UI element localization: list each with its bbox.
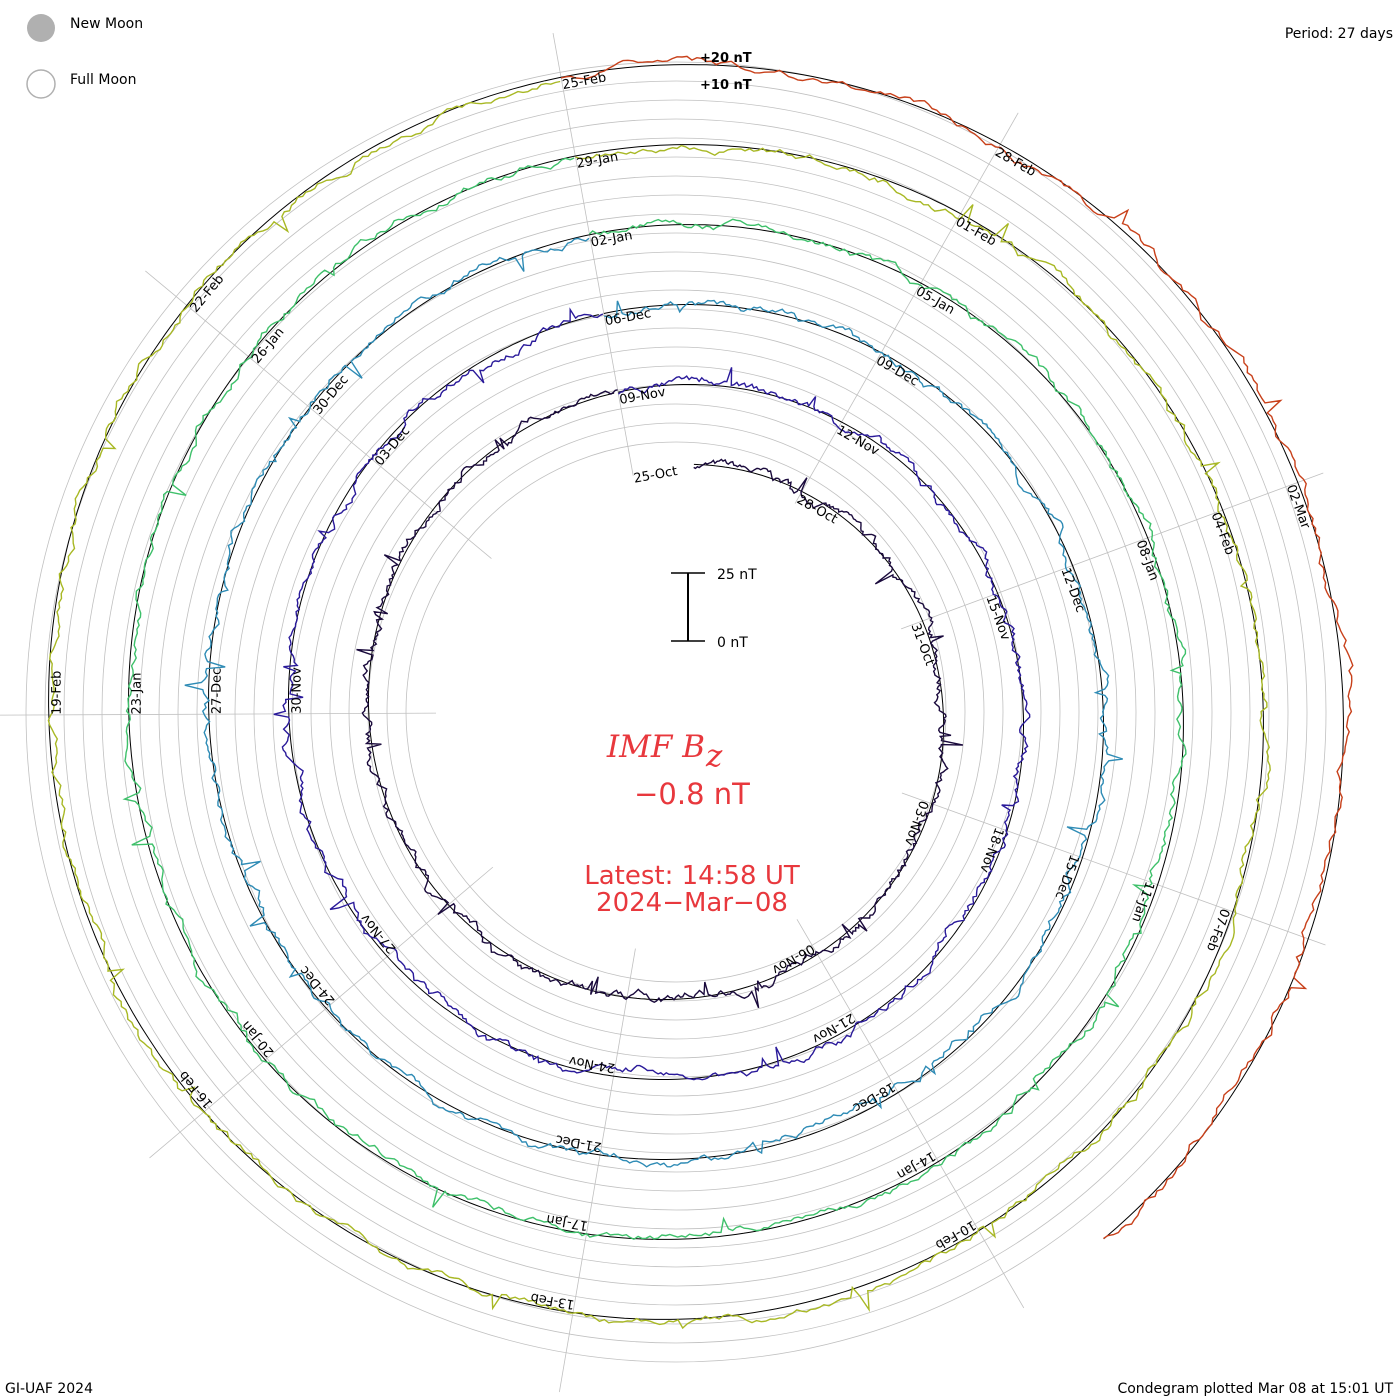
date-label: 19-Feb (50, 671, 65, 715)
grid-circle (291, 327, 1061, 1097)
grid-circle (310, 346, 1042, 1078)
date-label: 18-Nov (976, 825, 1006, 874)
grid-circle (253, 289, 1099, 1135)
date-label: 21-Dec (555, 1131, 603, 1154)
grid-circle (367, 403, 985, 1021)
baseline-rev4 (128, 155, 1184, 1240)
data-traces (47, 55, 1354, 1330)
date-label: 06-Dec (604, 306, 652, 329)
date-label: 03-Nov (901, 798, 931, 847)
date-label: 30-Nov (290, 667, 305, 714)
baseline-rev5 (48, 76, 1264, 1320)
date-label: 25-Feb (561, 70, 607, 93)
new-moon-legend-label: New Moon (70, 16, 143, 32)
date-label: 18-Dec (850, 1079, 898, 1115)
scale-bottom-label: 0 nT (717, 635, 748, 651)
grid-circles (25, 61, 1327, 1363)
date-label: 29-Jan (575, 150, 619, 172)
date-label: 09-Dec (873, 353, 921, 389)
grid-circle (272, 308, 1080, 1116)
date-label: 05-Jan (913, 284, 957, 318)
date-label: 26-Jan (249, 325, 287, 367)
date-label: 14-Jan (894, 1148, 938, 1182)
current-value: −0.8 nT (634, 777, 750, 811)
grid-circle (44, 80, 1308, 1344)
ring-label-20: +20 nT (700, 51, 752, 66)
full-moon-legend-label: Full Moon (70, 72, 136, 88)
quantity-title: IMF B (606, 729, 705, 765)
date-label: 01-Feb (953, 215, 999, 250)
grid-spoke (552, 32, 634, 476)
baseline-rev3 (208, 234, 1104, 1160)
grid-spokes (0, 32, 1326, 1393)
date-label: 17-Jan (545, 1211, 589, 1233)
trace-rev6 (560, 55, 1354, 1240)
date-label: 28-Feb (992, 145, 1038, 180)
grid-circle (215, 251, 1137, 1173)
scale-top-label: 25 nT (717, 567, 757, 583)
date-label: 04-Feb (1208, 510, 1237, 557)
date-label: 03-Dec (372, 424, 413, 469)
grid-circle (234, 270, 1118, 1154)
grid-circle (101, 137, 1251, 1287)
grid-spoke (145, 270, 492, 559)
date-label: 20-Jan (239, 1018, 278, 1060)
grid-circle (63, 99, 1289, 1325)
period-label: Period: 27 days (1285, 26, 1393, 42)
date-label: 13-Feb (530, 1289, 576, 1311)
grid-circle (25, 61, 1327, 1363)
date-label: 02-Jan (590, 228, 634, 250)
trace-rev3 (184, 237, 1123, 1168)
date-label: 15-Dec (1052, 852, 1082, 901)
scale-bar: 25 nT 0 nT (671, 567, 757, 651)
date-label: 27-Dec (210, 668, 225, 714)
date-label: 23-Jan (130, 672, 145, 714)
grid-circle (348, 384, 1004, 1040)
grid-spoke (558, 948, 636, 1393)
footer-credit: GI-UAF 2024 (5, 1381, 93, 1397)
trace-rev4 (122, 157, 1187, 1241)
grid-circle (139, 175, 1213, 1249)
grid-circle (177, 213, 1175, 1211)
new-moon-legend-icon (27, 14, 55, 42)
grid-spoke (901, 792, 1326, 946)
full-moon-legend-icon (26, 69, 56, 99)
ring-label-10: +10 nT (700, 78, 752, 93)
latest-time: Latest: 14:58 UT (584, 861, 800, 891)
date-label: 06-Nov (769, 940, 817, 977)
date-label: 12-Dec (1058, 566, 1088, 615)
grid-spoke (0, 712, 437, 716)
grid-spoke (794, 112, 1019, 504)
trace-rev5 (47, 80, 1271, 1330)
baseline-rev6 (560, 64, 1344, 1240)
date-label: 15-Nov (983, 594, 1013, 643)
quantity-subscript: z (705, 738, 723, 774)
date-label: 11-Jan (1128, 879, 1156, 924)
grid-circle (82, 118, 1270, 1306)
grid-spoke (149, 866, 494, 1159)
grid-spoke (901, 472, 1324, 630)
grid-circle (405, 441, 947, 983)
grid-circle (120, 156, 1232, 1268)
grid-circle (196, 232, 1156, 1192)
trace-rev1 (356, 389, 964, 1009)
grid-spoke (796, 919, 1025, 1309)
trace-rev2 (273, 307, 1031, 1081)
grid-circle (386, 422, 966, 1002)
footer-timestamp: Condegram plotted Mar 08 at 15:01 UT (1117, 1381, 1393, 1397)
date-label: 28-Oct (794, 492, 840, 527)
grid-circle (329, 365, 1023, 1059)
date-label: 25-Oct (633, 464, 679, 487)
date-label: 08-Jan (1133, 538, 1162, 583)
latest-date: 2024−Mar−08 (596, 888, 788, 918)
grid-circle (158, 194, 1194, 1230)
